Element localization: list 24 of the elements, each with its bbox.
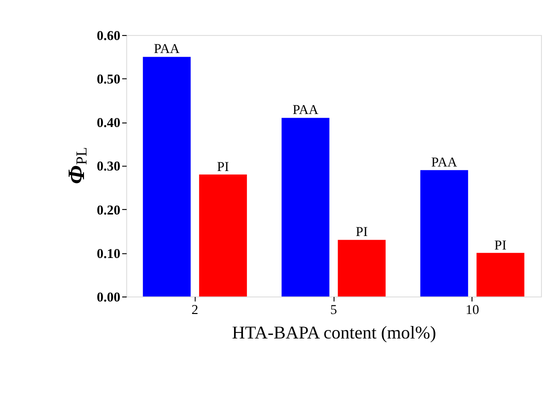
x-tick-label: 5 <box>330 302 338 318</box>
bar <box>420 170 468 297</box>
bar <box>282 118 330 297</box>
x-tick-label: 2 <box>192 302 199 318</box>
y-tick-label: 0.10 <box>96 246 121 261</box>
y-axis-title: ΦPL <box>64 146 91 184</box>
text: PAA <box>431 154 458 170</box>
y-tick-label: 0.50 <box>96 72 121 87</box>
text: PI <box>216 158 230 174</box>
text: PI <box>494 237 506 252</box>
y-tick-label: 0.30 <box>96 158 121 174</box>
y-tick-label: 0.60 <box>96 28 121 43</box>
series-label: PAA <box>154 41 180 56</box>
x-axis-title: HTA-BAPA content (mol%) <box>232 322 436 342</box>
bar <box>199 174 247 297</box>
text: PAA <box>292 102 318 118</box>
y-tick-label: 0.00 <box>96 289 121 304</box>
bar <box>476 252 524 297</box>
bar <box>338 240 386 297</box>
y-tick-label: 0.20 <box>96 202 121 218</box>
bar <box>142 56 191 297</box>
x-tick-label: 10 <box>466 302 480 318</box>
series-label: PI <box>356 224 368 240</box>
y-tick-label: 0.40 <box>96 115 121 130</box>
